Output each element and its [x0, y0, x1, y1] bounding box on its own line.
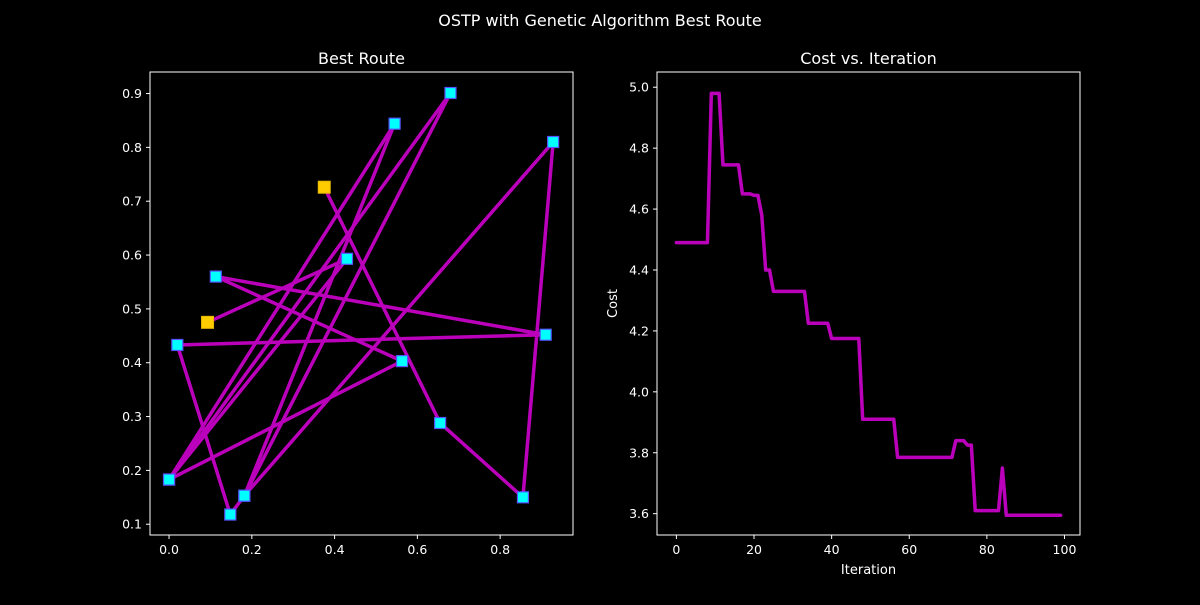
- cost-xlabel: Iteration: [841, 563, 896, 578]
- best-route-title: Best Route: [318, 49, 405, 68]
- route-point-marker: [225, 509, 236, 520]
- cost-ytick-label: 4.4: [629, 262, 649, 277]
- route-point-marker: [548, 136, 559, 147]
- cost-ytick-label: 4.8: [629, 141, 649, 156]
- route-endpoint-marker: [202, 316, 214, 328]
- cost-ytick-label: 5.0: [629, 80, 649, 95]
- route-ytick-label: 0.9: [122, 86, 142, 101]
- route-xtick-label: 0.8: [490, 542, 510, 557]
- cost-xtick-label: 40: [824, 542, 840, 557]
- route-point-marker: [172, 339, 183, 350]
- route-xtick-label: 0.2: [242, 542, 262, 557]
- route-endpoint-marker: [318, 181, 330, 193]
- route-ytick-label: 0.1: [122, 517, 142, 532]
- route-point-marker: [517, 492, 528, 503]
- route-point-marker: [397, 356, 408, 367]
- figure-title: OSTP with Genetic Algorithm Best Route: [438, 11, 762, 30]
- cost-ytick-label: 3.8: [629, 445, 649, 460]
- route-point-marker: [210, 271, 221, 282]
- route-ytick-label: 0.4: [122, 355, 142, 370]
- route-point-marker: [435, 418, 446, 429]
- cost-xtick-label: 80: [979, 542, 995, 557]
- route-xtick-label: 0.6: [407, 542, 427, 557]
- cost-xtick-label: 0: [672, 542, 680, 557]
- cost-xtick-label: 100: [1053, 542, 1077, 557]
- route-point-marker: [342, 253, 353, 264]
- route-ytick-label: 0.8: [122, 140, 142, 155]
- cost-ytick-label: 4.0: [629, 384, 649, 399]
- route-ytick-label: 0.2: [122, 463, 142, 478]
- route-point-marker: [239, 490, 250, 501]
- route-ytick-label: 0.3: [122, 409, 142, 424]
- route-point-marker: [540, 329, 551, 340]
- route-point-marker: [164, 474, 175, 485]
- cost-ytick-label: 4.6: [629, 202, 649, 217]
- cost-ylabel: Cost: [606, 289, 621, 318]
- route-xtick-label: 0.0: [159, 542, 179, 557]
- route-ytick-label: 0.6: [122, 248, 142, 263]
- route-ytick-label: 0.7: [122, 194, 142, 209]
- route-xtick-label: 0.4: [325, 542, 345, 557]
- cost-title: Cost vs. Iteration: [800, 49, 937, 68]
- cost-xtick-label: 60: [901, 542, 917, 557]
- cost-xtick-label: 20: [746, 542, 762, 557]
- route-point-marker: [389, 118, 400, 129]
- route-ytick-label: 0.5: [122, 301, 142, 316]
- cost-ytick-label: 4.2: [629, 323, 649, 338]
- cost-ytick-label: 3.6: [629, 506, 649, 521]
- route-point-marker: [445, 87, 456, 98]
